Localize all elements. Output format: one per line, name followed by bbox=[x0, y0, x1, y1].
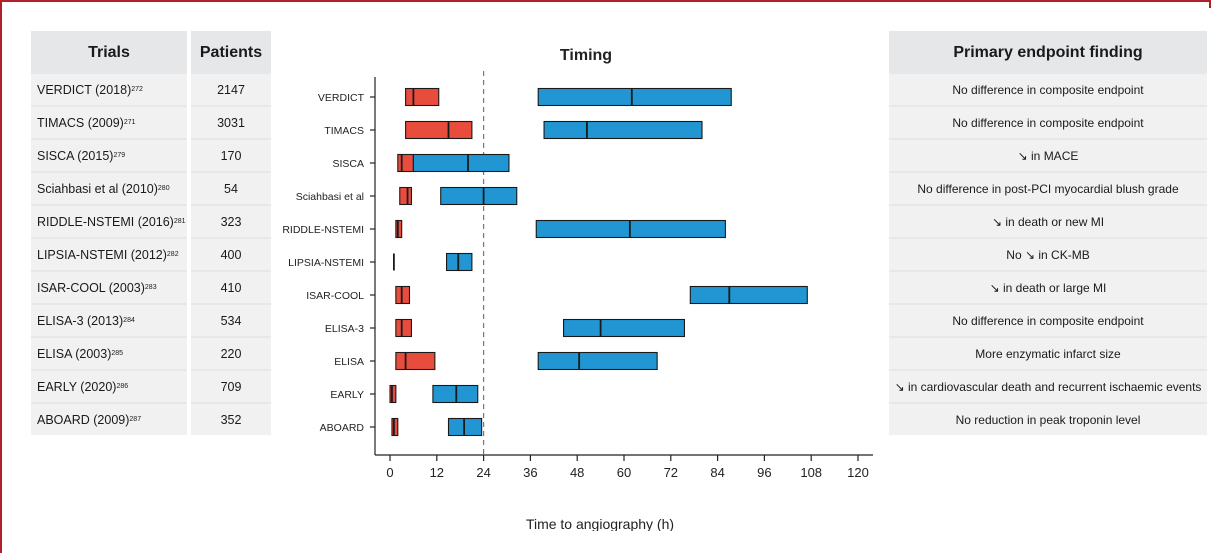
endpoint-finding: No difference in composite endpoint bbox=[889, 305, 1207, 336]
trial-name: RIDDLE-NSTEMI (2016) bbox=[37, 214, 174, 229]
trial-name: ELISA-3 (2013) bbox=[37, 313, 124, 328]
trial-name-row: Sciahbasi et al (2010) 280 bbox=[31, 173, 187, 204]
endpoint-finding: No difference in composite endpoint bbox=[889, 107, 1207, 138]
early-strategy-bar bbox=[395, 351, 436, 371]
patients-count: 2147 bbox=[191, 74, 271, 105]
delayed-strategy-bar bbox=[440, 186, 518, 206]
trial-name: VERDICT (2018) bbox=[37, 82, 132, 97]
endpoint-finding: No reduction in peak troponin level bbox=[889, 404, 1207, 435]
trial-name-row: EARLY (2020) 286 bbox=[31, 371, 187, 402]
category-label: VERDICT bbox=[318, 92, 365, 104]
endpoint-finding: ↘ in cardiovascular death and recurrent … bbox=[889, 371, 1207, 402]
category-label: TIMACS bbox=[324, 125, 364, 137]
delayed-strategy-bar bbox=[412, 153, 510, 173]
chart-title: Timing bbox=[560, 47, 612, 64]
patients-count: 709 bbox=[191, 371, 271, 402]
category-label: ELISA bbox=[334, 356, 364, 368]
patients-count: 410 bbox=[191, 272, 271, 303]
patients-count: 400 bbox=[191, 239, 271, 270]
timing-chart: Timing 0 12 24 36 48 60 72 84 96 108 120 VERDICT TIM… bbox=[282, 47, 873, 531]
trials-column: Trials VERDICT (2018) 272 TIMACS (2009) 271… bbox=[31, 31, 187, 435]
category-label: EARLY bbox=[330, 389, 364, 401]
trial-name-row: LIPSIA-NSTEMI (2012) 282 bbox=[31, 239, 187, 270]
endpoint-finding: ↘ in MACE bbox=[889, 140, 1207, 171]
trial-name-row: SISCA (2015) 279 bbox=[31, 140, 187, 171]
category-label: RIDDLE-NSTEMI bbox=[282, 224, 364, 236]
delayed-strategy-bar bbox=[537, 87, 732, 107]
delayed-strategy-bar bbox=[446, 252, 473, 272]
patients-count: 170 bbox=[191, 140, 271, 171]
trial-name-row: RIDDLE-NSTEMI (2016) 281 bbox=[31, 206, 187, 237]
endpoint-finding: More enzymatic infarct size bbox=[889, 338, 1207, 369]
trial-name: ISAR-COOL (2003) bbox=[37, 280, 145, 295]
x-tick-label: 24 bbox=[476, 465, 490, 480]
x-tick-label: 120 bbox=[847, 465, 869, 480]
patients-count: 54 bbox=[191, 173, 271, 204]
trial-name: EARLY (2020) bbox=[37, 379, 117, 394]
x-tick-label: 0 bbox=[386, 465, 393, 480]
category-label: LIPSIA-NSTEMI bbox=[288, 257, 364, 269]
trial-name: Sciahbasi et al (2010) bbox=[37, 181, 158, 196]
trial-name: TIMACS (2009) bbox=[37, 115, 124, 130]
trial-name: LIPSIA-NSTEMI (2012) bbox=[37, 247, 167, 262]
category-label: SISCA bbox=[332, 158, 364, 170]
patients-count: 3031 bbox=[191, 107, 271, 138]
delayed-strategy-bar bbox=[689, 285, 808, 305]
delayed-strategy-bar bbox=[535, 219, 726, 239]
x-axis-label: Time to angiography (h) bbox=[526, 516, 674, 531]
x-tick-label: 84 bbox=[710, 465, 724, 480]
category-label: ISAR-COOL bbox=[306, 290, 364, 302]
delayed-strategy-bar bbox=[447, 417, 483, 437]
early-strategy-bar bbox=[399, 186, 412, 206]
x-tick-label: 96 bbox=[757, 465, 771, 480]
delayed-strategy-bar bbox=[537, 351, 658, 371]
endpoint-finding: ↘ in death or new MI bbox=[889, 206, 1207, 237]
patients-count: 534 bbox=[191, 305, 271, 336]
trial-name-row: ABOARD (2009) 287 bbox=[31, 404, 187, 435]
early-strategy-bar bbox=[405, 87, 440, 107]
endpoint-finding: No difference in post-PCI myocardial blu… bbox=[889, 173, 1207, 204]
trial-name-row: TIMACS (2009) 271 bbox=[31, 107, 187, 138]
trial-name-row: ISAR-COOL (2003) 283 bbox=[31, 272, 187, 303]
x-tick-label: 36 bbox=[523, 465, 537, 480]
patients-count: 323 bbox=[191, 206, 271, 237]
endpoint-column: Primary endpoint finding No difference i… bbox=[889, 31, 1207, 435]
category-label: ELISA-3 bbox=[325, 323, 364, 335]
trial-name: SISCA (2015) bbox=[37, 148, 114, 163]
delayed-strategy-bar bbox=[562, 318, 685, 338]
x-tick-label: 48 bbox=[570, 465, 584, 480]
early-strategy-bar bbox=[397, 153, 414, 173]
trial-name-row: VERDICT (2018) 272 bbox=[31, 74, 187, 105]
trial-name: ABOARD (2009) bbox=[37, 412, 130, 427]
category-label: Sciahbasi et al bbox=[296, 191, 364, 203]
early-strategy-bar bbox=[389, 384, 397, 404]
x-tick-label: 72 bbox=[664, 465, 678, 480]
category-label: ABOARD bbox=[320, 422, 365, 434]
trial-name: ELISA (2003) bbox=[37, 346, 112, 361]
x-tick-label: 108 bbox=[800, 465, 822, 480]
endpoint-finding: No difference in composite endpoint bbox=[889, 74, 1207, 105]
patients-column: Patients 2147 3031 170 54 323 400 410 534 220 709… bbox=[191, 31, 271, 435]
endpoint-finding: No ↘ in CK-MB bbox=[889, 239, 1207, 270]
trials-header: Trials bbox=[88, 43, 130, 61]
endpoint-finding: ↘ in death or large MI bbox=[889, 272, 1207, 303]
patients-header: Patients bbox=[199, 43, 263, 61]
delayed-strategy-bar bbox=[432, 384, 479, 404]
delayed-strategy-bar bbox=[543, 120, 703, 140]
early-strategy-bar bbox=[395, 219, 403, 239]
early-strategy-bar bbox=[391, 417, 399, 437]
trial-name-row: ELISA (2003) 285 bbox=[31, 338, 187, 369]
early-strategy-bar bbox=[395, 318, 412, 338]
x-tick-label: 12 bbox=[430, 465, 444, 480]
frame-corner bbox=[1209, 0, 1211, 8]
trial-name-row: ELISA-3 (2013) 284 bbox=[31, 305, 187, 336]
early-strategy-bar bbox=[395, 285, 411, 305]
patients-count: 220 bbox=[191, 338, 271, 369]
early-strategy-bar bbox=[405, 120, 473, 140]
x-tick-label: 60 bbox=[617, 465, 631, 480]
patients-count: 352 bbox=[191, 404, 271, 435]
endpoint-header: Primary endpoint finding bbox=[953, 43, 1143, 61]
